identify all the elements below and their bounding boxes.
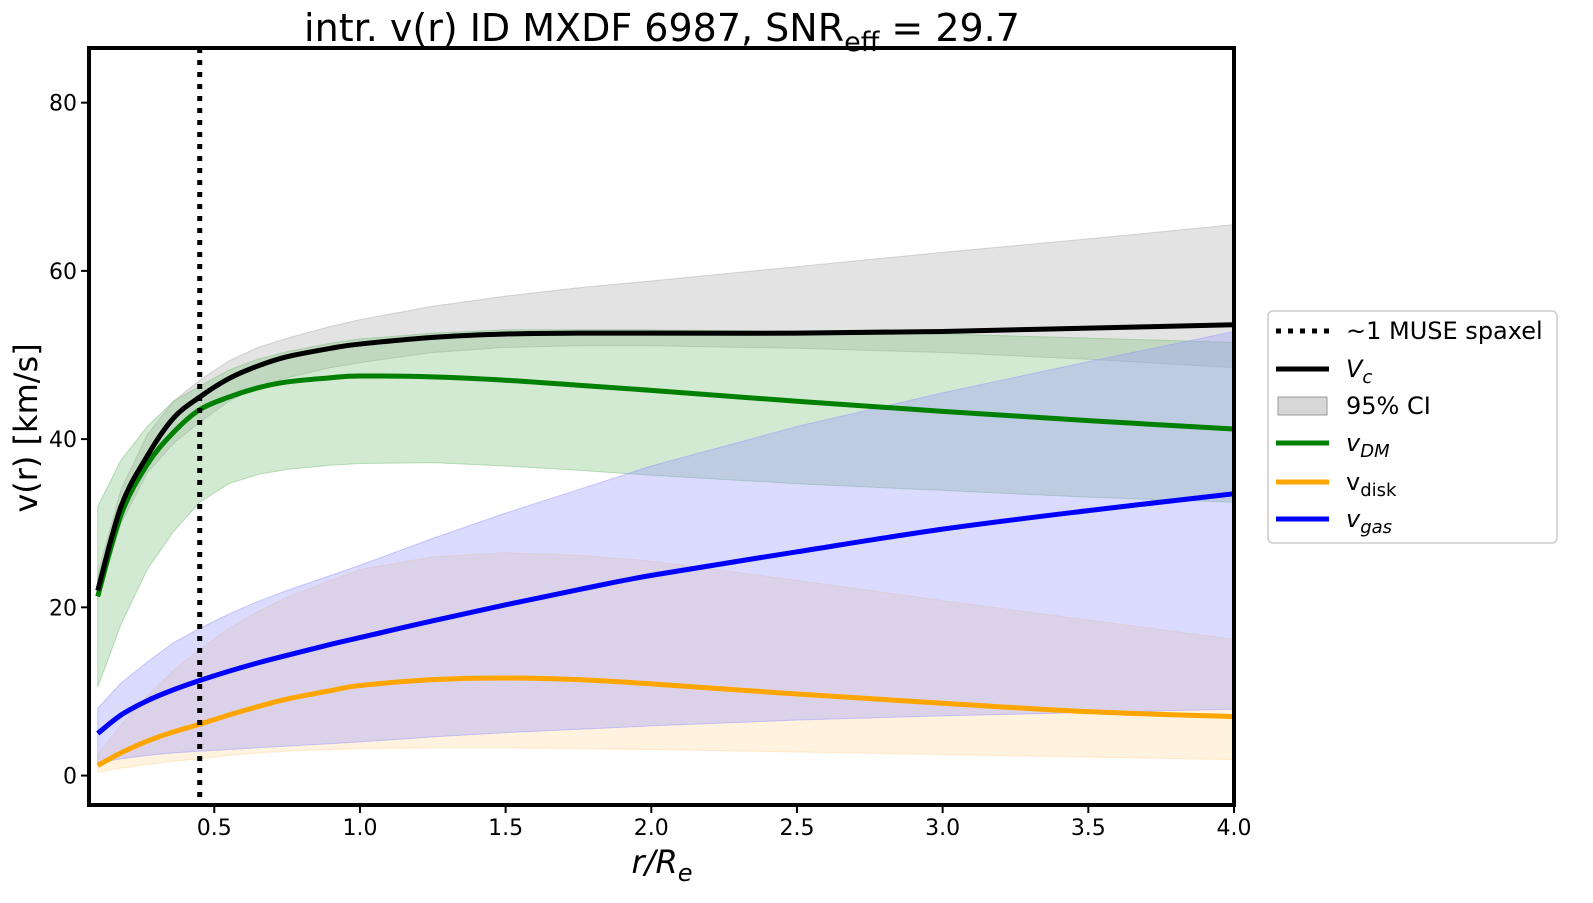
chart-title-sub: eff [844,27,881,58]
series-line-1 [95,373,1234,598]
legend-label: vgas [1346,505,1392,538]
legend-label: 95% CI [1346,392,1431,420]
x-tick-label: 2.0 [634,816,669,841]
y-axis-label: v(r) [km/s] [7,343,45,512]
x-tick-label: 2.5 [779,816,814,841]
legend-label: ~1 MUSE spaxel [1346,317,1543,345]
legend-box [1267,310,1558,544]
x-tick-label: 4.0 [1217,816,1252,841]
ci-band-1 [97,329,1234,688]
y-tick-label: 0 [63,765,77,790]
chart-title: intr. v(r) ID MXDF 6987, SNReff = 29.7 [304,6,1020,58]
y-axis-ticks: 0 20 40 60 80 [49,92,89,790]
legend: ~1 MUSE spaxel Vc 95% CI vDM vdisk vgas [1267,310,1558,544]
series-line-3 [96,491,1234,736]
ci-band-2 [97,552,1234,773]
y-tick-label: 60 [49,260,77,285]
legend-label: vDM [1346,429,1390,462]
confidence-bands [97,224,1234,773]
x-axis-label-main: r/R [632,843,678,881]
x-tick-label: 0.5 [197,816,232,841]
x-tick-label: 3.0 [925,816,960,841]
series-line-0 [95,322,1234,592]
series-line-2 [96,675,1234,768]
x-tick-label: 1.0 [342,816,377,841]
plot-frame [87,46,1236,807]
x-axis-ticks: 0.5 1.0 1.5 2.0 2.5 3.0 3.5 4.0 [197,805,1252,841]
legend-label: vdisk [1346,468,1397,501]
y-tick-label: 80 [49,92,77,117]
legend-handle-ci [1277,396,1328,416]
chart-title-main: intr. v(r) ID MXDF 6987, SNR [304,6,844,50]
series-lines [95,322,1234,768]
ci-band-3 [97,330,1234,764]
chart-title-tail: = 29.7 [879,6,1020,50]
x-axis-label: r/Re [632,843,693,887]
x-tick-label: 1.5 [488,816,523,841]
x-axis-label-sub: e [678,859,693,887]
ci-band-0 [97,224,1234,600]
x-tick-label: 3.5 [1071,816,1106,841]
legend-label: Vc [1346,355,1372,388]
y-tick-label: 40 [49,428,77,453]
y-tick-label: 20 [49,596,77,621]
